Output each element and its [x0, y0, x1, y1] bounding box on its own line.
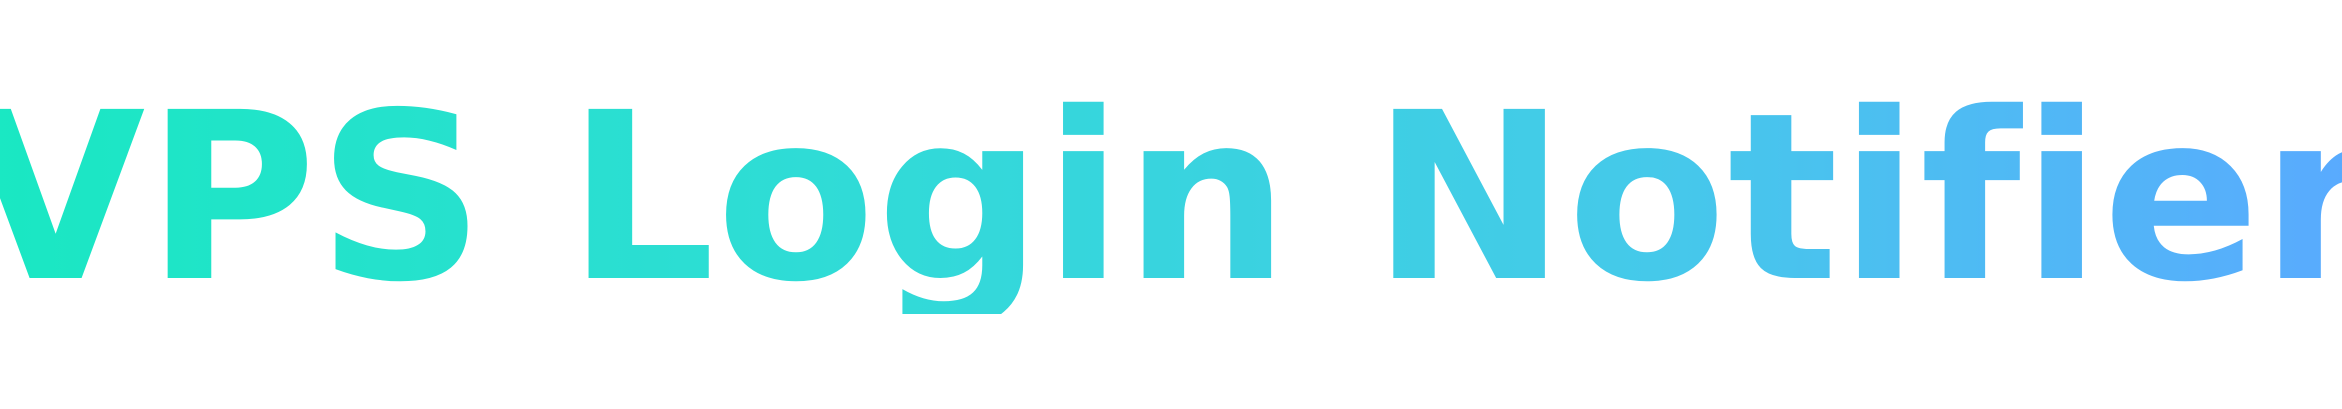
- logo-title: VPS Login Notifier: [0, 82, 2342, 314]
